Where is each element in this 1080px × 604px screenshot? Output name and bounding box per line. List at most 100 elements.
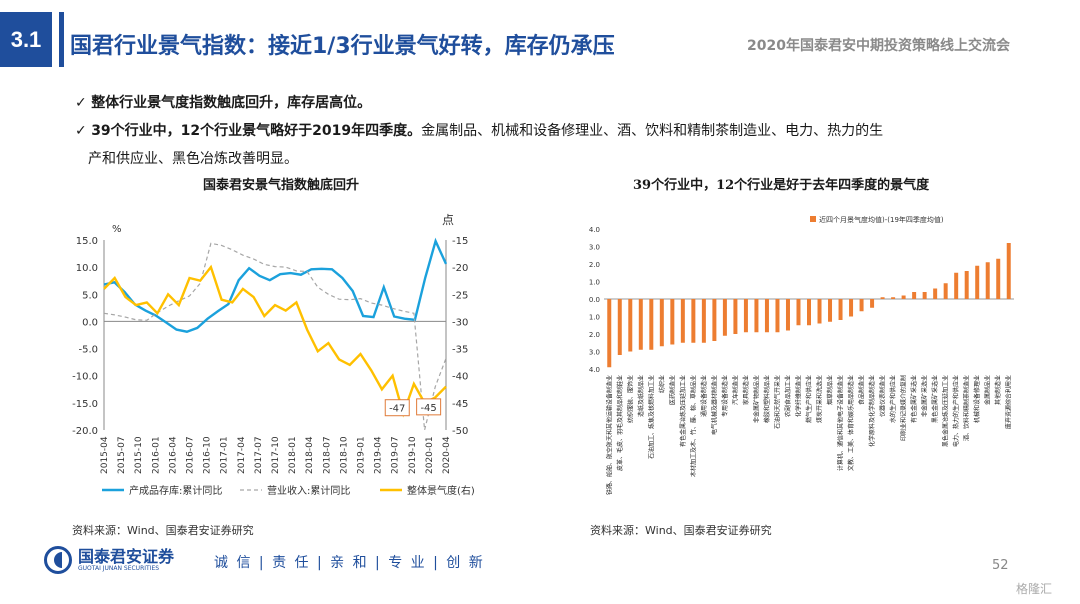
- legend-label: 营业收入:累计同比: [267, 484, 350, 497]
- annotation-box: [416, 398, 442, 416]
- bar: [796, 299, 801, 326]
- bar: [943, 283, 948, 299]
- right-axis-unit: 点: [442, 213, 454, 227]
- x-tick-label: 2017-07: [254, 436, 264, 474]
- series-line-1: [103, 237, 448, 333]
- right-tick-label: -30: [452, 317, 468, 328]
- right-tick-label: -15: [452, 236, 468, 247]
- x-tick-label: 2017-04: [237, 436, 247, 474]
- bar: [859, 299, 864, 312]
- y-tick-label: 1.0: [589, 314, 600, 322]
- bar: [985, 262, 990, 299]
- series-line-3: [103, 264, 447, 418]
- company-logo: 国泰君安证券 GUOTAI JUNAN SECURITIES: [44, 546, 174, 574]
- legend-swatch: [810, 216, 816, 222]
- category-label: 文教、工美、体育和娱乐用品制造业: [847, 375, 855, 471]
- category-label: 金属制品业: [984, 375, 992, 405]
- category-label: 石油和天然气开采业: [773, 375, 781, 429]
- bullet-2-continued-text: 产和供应业、黑色冶炼改善明显。: [88, 151, 298, 167]
- left-tick-label: -15.0: [72, 399, 98, 410]
- y-tick-label: 2.0: [589, 261, 600, 269]
- y-tick-label: 0.0: [589, 296, 600, 304]
- bullet-2: ✓ 39个行业中，12个行业景气略好于2019年四季度。金属制品、机械和设备修理…: [75, 118, 883, 144]
- category-label: 纺织业: [658, 375, 666, 393]
- bar: [954, 272, 959, 299]
- legend-label: 产成品存库:累计同比: [129, 484, 222, 497]
- bar: [733, 299, 738, 334]
- bar: [901, 295, 906, 299]
- x-tick-label: 2020-04: [442, 436, 452, 474]
- bullet-2-bold: 39个行业中，12个行业景气略好于2019年四季度。: [91, 123, 422, 139]
- category-label: 有色金属冶炼及压延加工业: [679, 375, 687, 447]
- y-tick-label: 3.0: [589, 244, 600, 252]
- category-label: 水的生产和供应业: [889, 375, 897, 423]
- bar: [638, 299, 643, 350]
- category-label: 废弃资源综合利用业: [1005, 375, 1013, 429]
- bar: [649, 299, 654, 350]
- bar: [670, 299, 675, 345]
- y-tick-label: 2.0: [589, 331, 600, 339]
- category-label: 机械和设备修理业: [973, 375, 981, 423]
- bar: [828, 299, 833, 322]
- left-tick-label: 5.0: [82, 290, 98, 301]
- category-label: 汽车制造业: [731, 375, 739, 405]
- x-tick-label: 2018-07: [322, 436, 332, 474]
- right-tick-label: -25: [452, 290, 468, 301]
- category-label: 石油加工、炼焦及核燃料加工业: [647, 375, 655, 459]
- annotation-label: -47: [389, 404, 405, 415]
- left-chart-title: 国泰君安景气指数触底回升: [203, 178, 360, 193]
- x-tick-label: 2019-01: [357, 436, 367, 474]
- bullet-1: ✓ 整体行业景气度指数触底回升，库存居高位。: [75, 90, 371, 116]
- bar: [838, 299, 843, 320]
- category-label: 化学纤维制造业: [794, 375, 802, 417]
- bar: [933, 288, 938, 299]
- bar: [785, 299, 790, 331]
- bar: [628, 299, 633, 352]
- bullet-1-bold: 整体行业景气度指数触底回升，库存居高位。: [91, 95, 372, 111]
- category-label: 农副食品加工业: [784, 375, 792, 417]
- source-note-right: 资料来源：Wind、国泰君安证券研究: [590, 524, 772, 537]
- bar: [807, 299, 811, 326]
- category-label: 专用设备制造业: [721, 375, 729, 417]
- bar: [870, 299, 875, 308]
- source-note-left: 资料来源：Wind、国泰君安证券研究: [72, 524, 254, 537]
- y-tick-label: 4.0: [589, 366, 600, 374]
- category-label: 橡胶和塑料制品业: [763, 375, 771, 423]
- left-tick-label: 10.0: [76, 263, 98, 274]
- category-label: 印刷业和记录媒介的复制: [900, 375, 908, 441]
- bar: [964, 271, 969, 299]
- x-tick-label: 2019-07: [391, 436, 401, 474]
- bullet-2-continued: 产和供应业、黑色冶炼改善明显。: [88, 146, 298, 172]
- left-tick-label: 15.0: [76, 236, 98, 247]
- left-tick-label: -20.0: [72, 426, 98, 437]
- category-label: 计算机、通信和其他电子设备制造业: [837, 375, 845, 471]
- right-tick-label: -35: [452, 345, 468, 356]
- legend-label: 整体景气度(右): [407, 484, 475, 497]
- page-number: 52: [992, 558, 1009, 573]
- right-tick-label: -20: [452, 263, 468, 274]
- category-label: 通用设备制造业: [700, 375, 708, 417]
- left-tick-label: 0.0: [82, 317, 98, 328]
- bar: [975, 265, 980, 299]
- x-tick-label: 2016-04: [168, 436, 178, 474]
- category-label: 有色金属矿采选业: [910, 375, 918, 423]
- company-name-en: GUOTAI JUNAN SECURITIES: [78, 564, 160, 572]
- bullet-2-text: 金属制品、机械和设备修理业、酒、饮料和精制茶制造业、电力、热力的生: [421, 123, 884, 139]
- watermark: 格隆汇: [1016, 582, 1053, 596]
- x-tick-label: 2016-01: [151, 436, 161, 474]
- bar: [849, 299, 854, 317]
- category-label: 黑色金属矿采选业: [931, 375, 939, 423]
- x-tick-label: 2019-10: [408, 436, 418, 474]
- category-label: 烟草制品业: [826, 375, 834, 405]
- annotation-label: -45: [420, 403, 436, 414]
- bar: [880, 297, 885, 299]
- x-tick-label: 2017-10: [271, 436, 281, 474]
- category-label: 煤炭开采和洗选业: [816, 375, 824, 423]
- line-chart: % 点 15.0 10.0 5.0 0.0 -5.0 -10.0 -15.0 -20.0 -15 -2…: [72, 213, 475, 497]
- right-tick-label: -50: [452, 426, 468, 437]
- series-line-2: [103, 242, 447, 431]
- category-label: 食品制造业: [858, 375, 866, 405]
- company-name: 国泰君安证券: [78, 546, 175, 566]
- bar: [712, 299, 717, 341]
- motto: 诚 信 | 责 任 | 亲 和 | 专 业 | 创 新: [214, 555, 485, 571]
